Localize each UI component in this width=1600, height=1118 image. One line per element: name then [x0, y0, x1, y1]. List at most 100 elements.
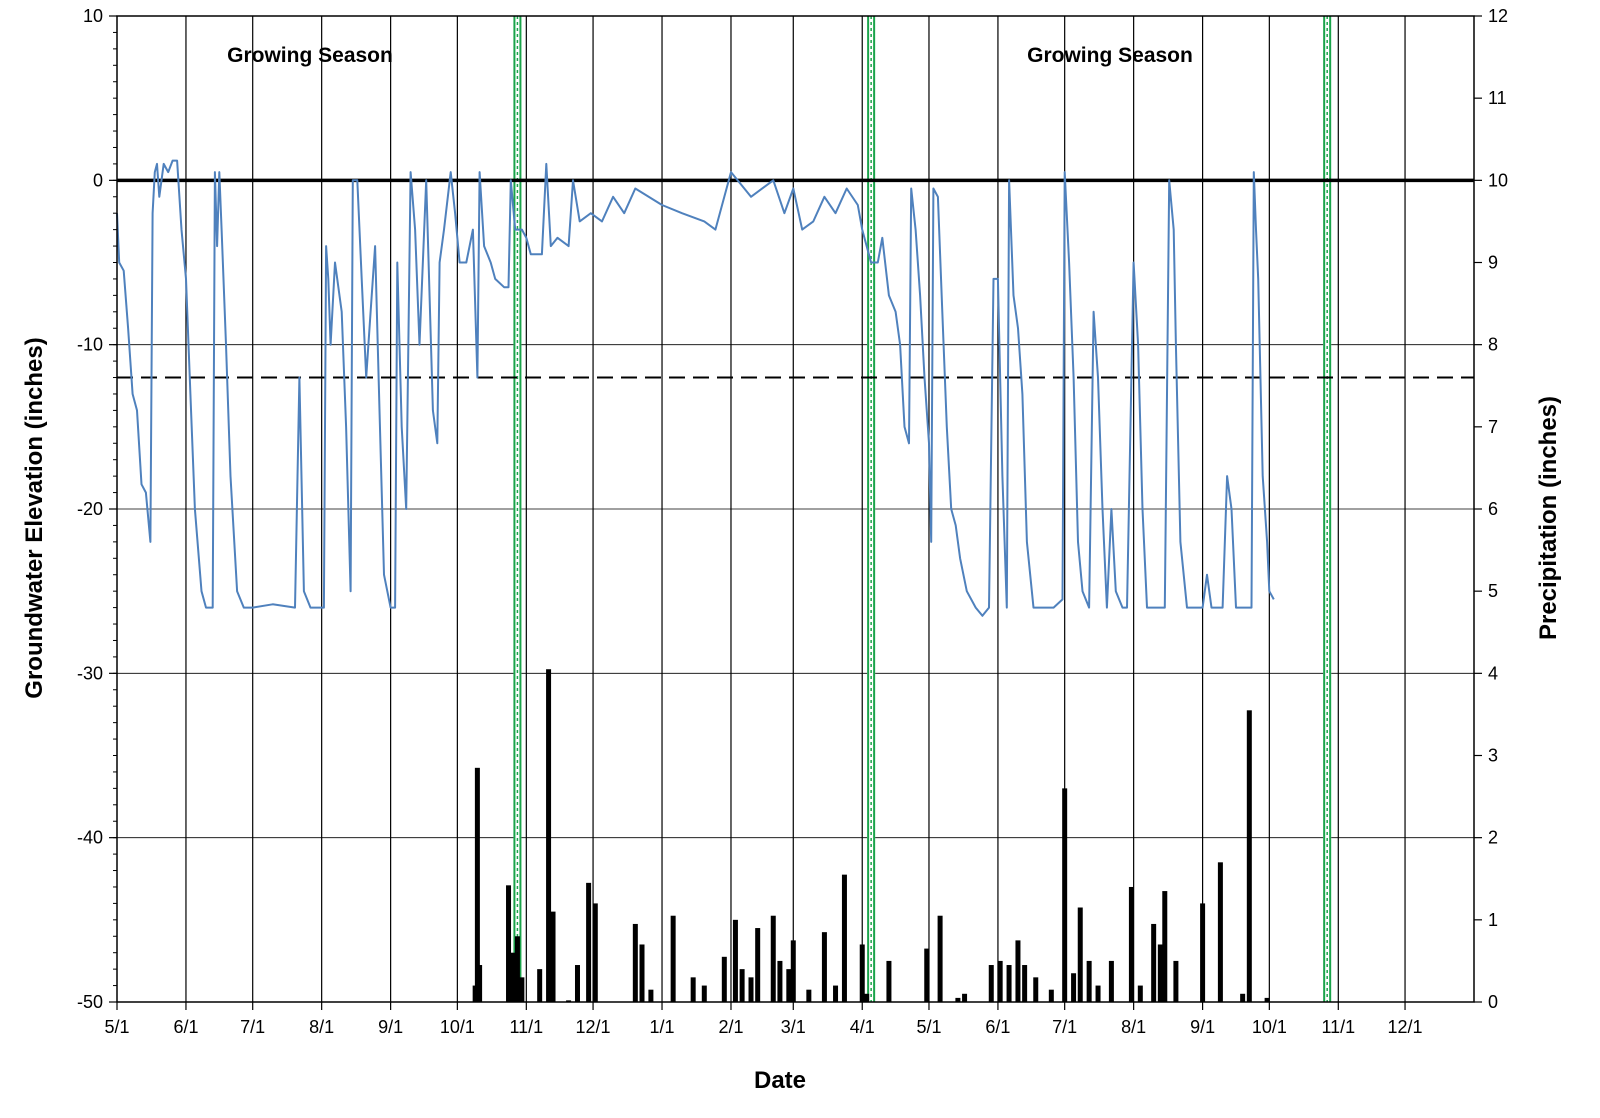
right-y-axis-title: Precipitation (inches)	[1535, 396, 1562, 640]
x-tick-label: 10/1	[1252, 1017, 1287, 1037]
gridlines	[117, 15, 1474, 1003]
precip-bar	[924, 948, 930, 1002]
precip-bar	[997, 960, 1003, 1002]
x-tick-label: 12/1	[1388, 1017, 1423, 1037]
x-tick-label: 9/1	[1190, 1017, 1215, 1037]
precip-bar	[1033, 977, 1039, 1002]
left-y-tick-label: 10	[83, 6, 103, 26]
precip-bar	[639, 944, 645, 1002]
precip-bar	[701, 985, 707, 1002]
x-tick-label: 6/1	[173, 1017, 198, 1037]
x-tick-label: 8/1	[309, 1017, 334, 1037]
axis-ticks: 5/1 6/1 7/1 8/1 9/1 10/1 11/1 12/1 1/1 2/1 3/1 4/1 5…	[77, 6, 1508, 1037]
precip-bar	[1077, 907, 1083, 1002]
right-y-tick-label: 0	[1488, 992, 1498, 1012]
right-y-tick-label: 12	[1488, 6, 1508, 26]
precip-bar	[833, 985, 839, 1002]
precip-bar	[550, 911, 556, 1002]
precip-bar	[1173, 960, 1179, 1002]
left-y-tick-label: -40	[77, 828, 103, 848]
x-tick-label: 3/1	[781, 1017, 806, 1037]
precip-bar	[786, 969, 792, 1002]
precip-bar	[1128, 886, 1134, 1002]
right-y-tick-label: 9	[1488, 253, 1498, 273]
precip-bar	[739, 969, 745, 1002]
x-tick-label: 5/1	[916, 1017, 941, 1037]
precip-bar	[770, 915, 776, 1002]
precip-bar	[690, 977, 696, 1002]
right-y-tick-label: 3	[1488, 746, 1498, 766]
season-label-2: Growing Season	[1027, 44, 1193, 67]
precip-bar	[1062, 788, 1068, 1002]
groundwater-line	[116, 159, 1275, 617]
right-y-tick-label: 4	[1488, 663, 1498, 683]
precip-bar	[514, 936, 520, 1002]
precip-bar	[592, 903, 598, 1002]
precip-bar	[1246, 710, 1252, 1002]
precip-bar	[755, 928, 761, 1002]
right-y-tick-label: 6	[1488, 499, 1498, 519]
x-tick-label: 11/1	[509, 1017, 543, 1037]
precip-bar	[510, 952, 516, 1002]
precipitation-bars	[472, 669, 1270, 1002]
right-y-tick-label: 11	[1488, 88, 1507, 108]
precip-bar	[1264, 997, 1270, 1002]
right-y-tick-label: 10	[1488, 170, 1508, 190]
reference-lines	[117, 178, 1474, 379]
x-tick-label: 9/1	[378, 1017, 403, 1037]
right-y-tick-label: 5	[1488, 581, 1498, 601]
precip-bar	[477, 965, 483, 1002]
precip-bar	[1162, 891, 1168, 1002]
left-y-tick-label: -50	[77, 992, 103, 1012]
left-y-axis-title: Groundwater Elevation (inches)	[21, 337, 48, 698]
precip-bar	[574, 965, 580, 1002]
precip-bar	[1071, 973, 1077, 1002]
groundwater-series	[116, 159, 1275, 617]
x-tick-label: 5/1	[104, 1017, 129, 1037]
precip-bar	[546, 669, 552, 1002]
precip-bar	[474, 767, 480, 1002]
x-tick-label: 7/1	[240, 1017, 265, 1037]
x-axis-title: Date	[754, 1067, 806, 1094]
left-y-tick-label: -10	[77, 335, 103, 355]
precip-bar	[721, 956, 727, 1002]
precip-bar	[988, 965, 994, 1002]
right-y-tick-label: 8	[1488, 335, 1498, 355]
x-tick-label: 4/1	[850, 1017, 875, 1037]
left-y-tick-label: 0	[93, 170, 103, 190]
precip-bar	[670, 915, 676, 1002]
precip-bar	[1200, 903, 1206, 1002]
precip-bar	[864, 993, 870, 1002]
x-tick-label: 6/1	[985, 1017, 1010, 1037]
x-tick-label: 7/1	[1052, 1017, 1077, 1037]
precip-bar	[1108, 960, 1114, 1002]
precip-bar	[806, 989, 812, 1002]
precip-bar	[1022, 965, 1028, 1002]
precip-bar	[506, 885, 512, 1002]
precip-bar	[841, 874, 847, 1002]
x-tick-label: 12/1	[576, 1017, 611, 1037]
precip-bar	[1006, 965, 1012, 1002]
left-y-tick-label: -30	[77, 663, 103, 683]
precip-bar	[777, 960, 783, 1002]
precip-bar	[1151, 923, 1157, 1002]
x-tick-label: 11/1	[1321, 1017, 1355, 1037]
x-tick-label: 10/1	[440, 1017, 475, 1037]
precip-bar	[1157, 944, 1163, 1002]
precip-bar	[1137, 985, 1143, 1002]
x-tick-label: 1/1	[650, 1017, 675, 1037]
precip-bar	[748, 977, 754, 1002]
precip-bar	[732, 919, 738, 1002]
precip-bar	[519, 977, 525, 1002]
precip-bar	[1015, 940, 1021, 1002]
precip-bar	[1086, 960, 1092, 1002]
precip-bar	[632, 923, 638, 1002]
right-y-tick-label: 1	[1488, 910, 1498, 930]
precip-bar	[648, 989, 654, 1002]
precip-bar	[566, 1000, 572, 1002]
precip-bar	[962, 993, 968, 1002]
precip-bar	[886, 960, 892, 1002]
precip-bar	[537, 969, 543, 1002]
precip-bar	[955, 997, 961, 1002]
